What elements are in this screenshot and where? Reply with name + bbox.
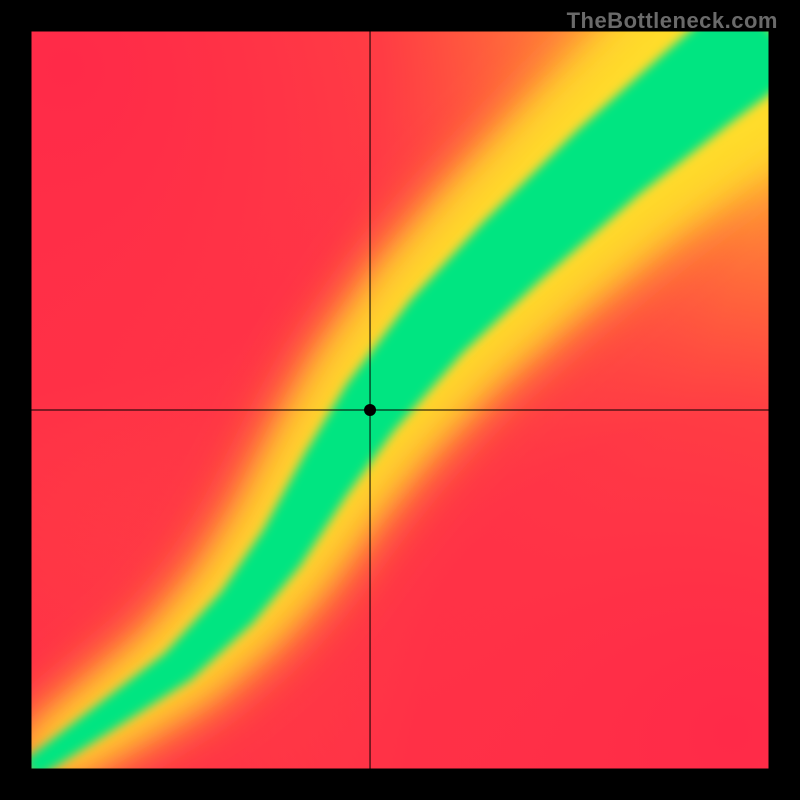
heatmap-chart	[0, 0, 800, 800]
crosshair-marker	[364, 404, 376, 416]
plot-group	[9, 0, 800, 791]
watermark-text: TheBottleneck.com	[567, 8, 778, 34]
chart-container: TheBottleneck.com	[0, 0, 800, 800]
